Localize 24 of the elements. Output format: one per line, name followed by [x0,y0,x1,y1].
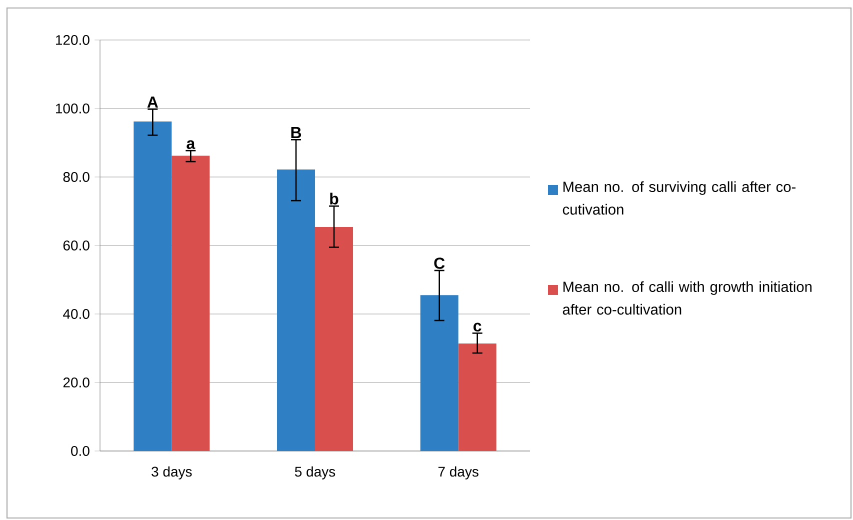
annotation: c [474,322,482,332]
x-tick-label: 7 days [438,466,478,480]
legend-label: Mean no. of calli with growth initiation after co-cultivation [562,281,812,315]
y-tick-label: 40.0 [63,309,90,319]
annotation: C [434,258,445,269]
bar [172,156,210,451]
annotation: B [291,127,302,138]
bar [458,343,496,451]
bar [420,295,458,451]
annotation: A [147,96,158,108]
y-tick-label: 100.0 [56,104,90,114]
legend-label: Mean no. of surviving calli after co-cutivation [562,181,796,215]
bar [277,169,316,451]
y-tick-label: 120.0 [56,35,90,45]
x-tick-label: 5 days [294,466,336,480]
y-tick-label: 0.0 [71,446,90,456]
x-tick-label: 3 days [152,466,192,480]
y-tick-label: 60.0 [63,240,90,250]
bar [315,226,354,451]
y-tick-label: 80.0 [63,172,90,182]
bar [134,122,172,451]
y-tick-label: 20.0 [63,378,90,388]
annotation: a [186,140,196,150]
annotation: b [330,192,338,204]
